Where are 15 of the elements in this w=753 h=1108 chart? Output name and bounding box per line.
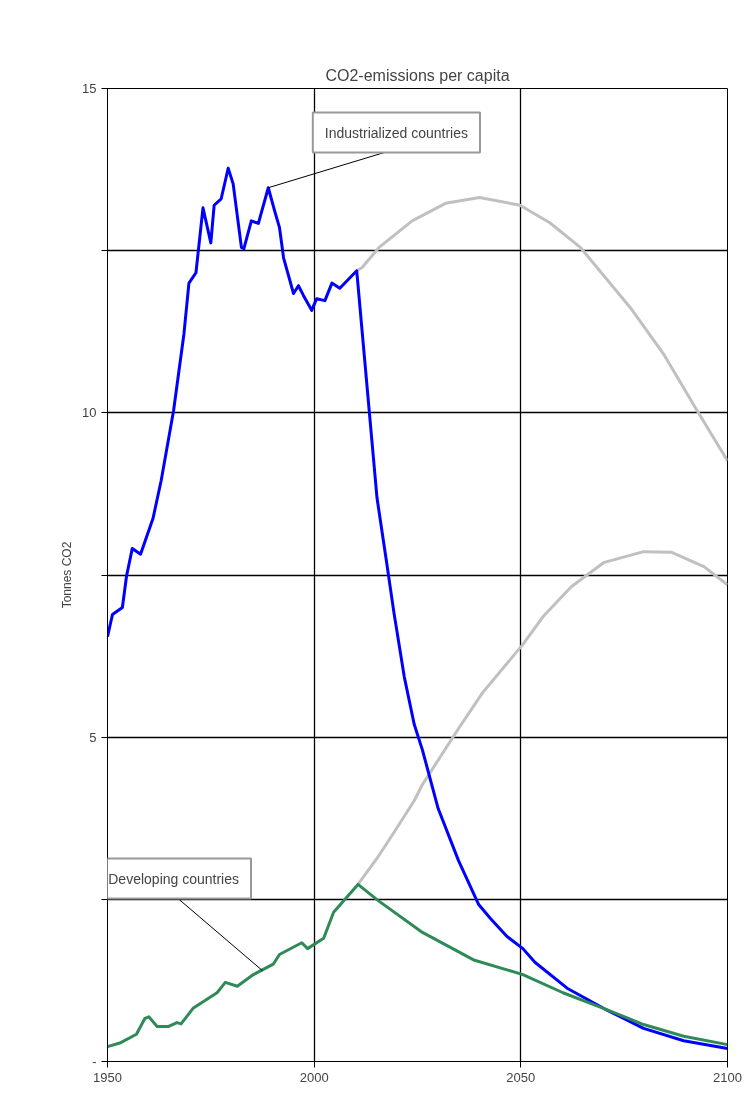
y-axis-title: Tonnes CO2 xyxy=(60,541,75,609)
line-series xyxy=(355,195,728,463)
x-tick-label: 2050 xyxy=(506,1069,536,1085)
x-tick-label: 2100 xyxy=(713,1069,742,1085)
y-tick-label: - xyxy=(92,1054,97,1069)
x-tick-label: 2000 xyxy=(299,1069,329,1085)
line-series xyxy=(356,550,728,886)
y-tick-label: 5 xyxy=(89,729,97,745)
annotation: Developing countries xyxy=(108,870,240,887)
annotation: Industrialized countries xyxy=(324,124,469,141)
chart-title: CO2-emissions per capita xyxy=(325,66,510,84)
line-series xyxy=(107,166,728,1051)
x-tick-label: 1950 xyxy=(93,1069,122,1085)
y-tick-label: 10 xyxy=(82,405,97,421)
y-tick-label: 15 xyxy=(82,81,97,96)
